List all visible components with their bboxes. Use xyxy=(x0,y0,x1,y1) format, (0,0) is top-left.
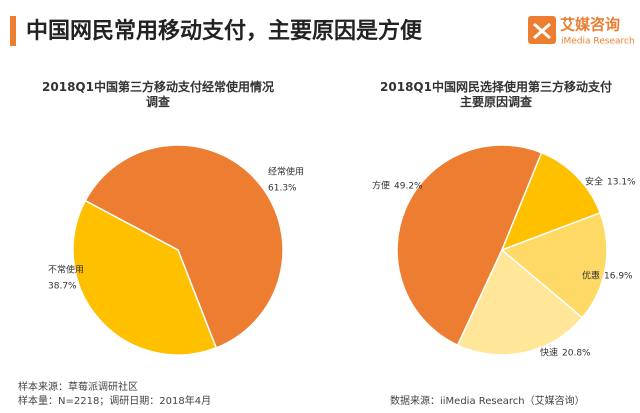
value-label: 13.1% xyxy=(607,178,636,188)
pie-slice xyxy=(72,199,218,356)
pie-title: 2018Q1中国第三方移动支付经常使用情况调查 xyxy=(42,80,274,109)
value-label: 38.7% xyxy=(48,282,77,292)
pie-slice xyxy=(396,144,543,347)
logo-en: iMedia Research xyxy=(561,37,635,47)
logo-mark xyxy=(533,22,551,40)
slice-label: 安全 xyxy=(585,176,603,188)
value-label: 49.2% xyxy=(394,182,423,192)
value-label: 61.3% xyxy=(268,184,297,194)
slice-label: 经常使用 xyxy=(268,166,304,178)
footnote: 数据来源：iiMedia Research（艾媒咨询） xyxy=(390,394,585,407)
page-title: 中国网民常用移动支付，主要原因是方便 xyxy=(26,18,423,44)
slice-label: 快速 xyxy=(540,347,558,359)
pie-slice xyxy=(456,248,584,356)
footnote: 样本量：N=2218；调研日期：2018年4月 xyxy=(18,394,211,407)
title-accent xyxy=(10,16,16,46)
slice-label: 方便 xyxy=(372,180,390,192)
value-label: 16.9% xyxy=(604,272,633,282)
pie-slice xyxy=(500,151,602,252)
pie-slice xyxy=(500,211,608,319)
value-label: 20.8% xyxy=(562,349,591,359)
footnote: 样本来源：草莓派调研社区 xyxy=(18,380,138,393)
pie-title: 2018Q1中国网民选择使用第三方移动支付主要原因调查 xyxy=(380,80,612,109)
slice-label: 不常使用 xyxy=(48,264,84,276)
slice-label: 优惠 xyxy=(582,270,600,282)
pie-slice xyxy=(84,144,284,349)
logo-cn: 艾媒咨询 xyxy=(560,16,620,34)
